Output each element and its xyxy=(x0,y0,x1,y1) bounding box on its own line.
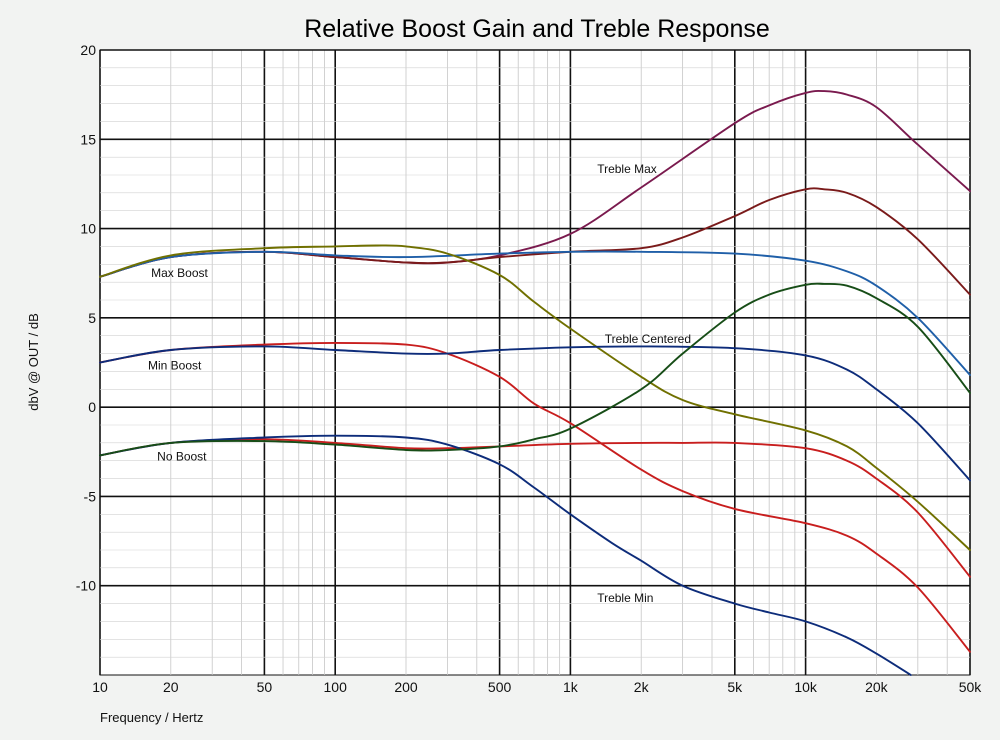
x-tick-label: 100 xyxy=(324,679,348,695)
x-axis-label: Frequency / Hertz xyxy=(100,710,203,725)
series-line xyxy=(99,341,971,653)
y-axis-label: dbV @ OUT / dB xyxy=(26,313,41,411)
series-line xyxy=(99,438,971,578)
x-tick-label: 500 xyxy=(488,679,512,695)
y-tick-labels: -10 -5 0 5 10 15 20 xyxy=(76,42,96,594)
x-tick-label: 50k xyxy=(959,679,983,695)
x-tick-label: 10 xyxy=(92,679,108,695)
series-line xyxy=(99,244,971,551)
plot-area xyxy=(99,49,971,676)
curve-label: Treble Min xyxy=(597,591,653,605)
series-line xyxy=(99,345,971,482)
curve-label: No Boost xyxy=(157,450,207,464)
curve-label: Treble Centered xyxy=(605,332,691,346)
y-tick-label: 0 xyxy=(88,399,96,415)
y-tick-label: 20 xyxy=(80,42,96,58)
x-tick-label: 20k xyxy=(865,679,889,695)
curve-label: Min Boost xyxy=(148,359,202,373)
y-gridlines xyxy=(100,49,970,658)
x-tick-label: 10k xyxy=(794,679,818,695)
curve-label: Max Boost xyxy=(151,266,208,280)
x-tick-label: 5k xyxy=(727,679,743,695)
chart-title: Relative Boost Gain and Treble Response xyxy=(304,15,770,43)
series-lines xyxy=(99,89,971,676)
x-tick-label: 200 xyxy=(394,679,418,695)
x-tick-label: 2k xyxy=(634,679,650,695)
y-tick-label: 5 xyxy=(88,310,96,326)
y-tick-label: 15 xyxy=(80,131,96,147)
series-line xyxy=(99,282,971,457)
x-tick-label: 1k xyxy=(563,679,579,695)
y-tick-label: -10 xyxy=(76,578,96,594)
curve-annotations: Treble Max Max Boost Treble Centered Min Bo… xyxy=(148,162,691,605)
y-tick-label: 10 xyxy=(80,221,96,237)
x-tick-labels: 10 20 50 100 200 500 1k 2k 5k 10k 20k 50k xyxy=(92,679,982,695)
curve-label: Treble Max xyxy=(597,162,657,176)
x-tick-label: 20 xyxy=(163,679,179,695)
y-tick-label: -5 xyxy=(84,488,97,504)
series-line xyxy=(99,250,971,376)
series-line xyxy=(99,434,912,676)
x-tick-label: 50 xyxy=(257,679,273,695)
